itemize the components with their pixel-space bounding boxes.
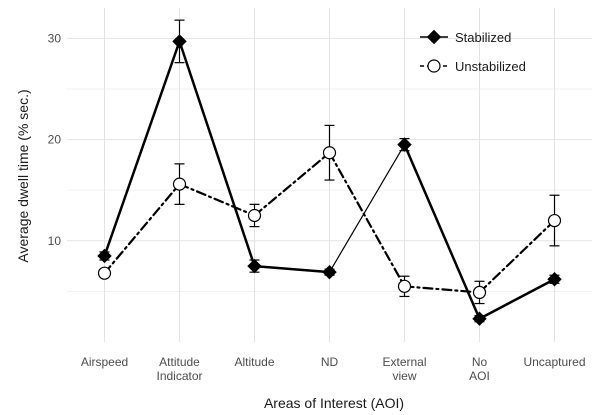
x-tick-label: Altitude: [234, 355, 274, 369]
legend-item-stabilized: Stabilized: [420, 29, 511, 45]
x-tick-label: No: [472, 355, 488, 369]
series-unstabilized: [97, 124, 562, 305]
series-line-segment: [403, 143, 481, 320]
data-point-unstabilized: [97, 266, 112, 280]
legend-marker: [426, 29, 442, 45]
series-line-segment: [253, 151, 331, 217]
data-point-stabilized: [472, 311, 487, 326]
series-line-segment: [253, 264, 331, 274]
series-line-segment: [478, 277, 556, 320]
data-point-unstabilized: [322, 146, 337, 160]
x-tick-label: Airspeed: [81, 355, 128, 369]
series-line-segment: [103, 40, 181, 258]
data-point-stabilized: [547, 272, 562, 287]
series-line-segment: [328, 151, 406, 288]
data-point-stabilized: [397, 137, 412, 152]
legend-item-unstabilized: Unstabilized: [420, 59, 526, 74]
y-tick-label: 10: [48, 234, 62, 248]
legend-label: Unstabilized: [455, 59, 526, 74]
x-tick-label: External: [382, 355, 426, 369]
series-line-segment: [328, 144, 406, 273]
y-tick-label: 20: [48, 133, 62, 147]
series-line-segment: [103, 183, 181, 275]
series-stabilized: [97, 19, 562, 326]
y-tick-label: 30: [48, 31, 62, 45]
data-point-unstabilized: [397, 279, 412, 293]
series-line-segment: [178, 183, 256, 217]
x-tick-label: AOI: [469, 369, 490, 383]
series-line-segment: [403, 285, 481, 294]
data-point-unstabilized: [547, 213, 562, 228]
data-point-stabilized: [247, 258, 262, 274]
data-point-unstabilized: [172, 177, 187, 191]
x-tick-label: Uncaptured: [523, 355, 585, 369]
data-point-unstabilized: [472, 285, 487, 300]
series-line-segment: [478, 219, 556, 294]
legend-label: Stabilized: [455, 30, 511, 45]
data-point-stabilized: [97, 248, 112, 264]
series-line-segment: [178, 40, 256, 268]
y-axis-title: Average dwell time (% sec.): [15, 89, 31, 262]
x-tick-label: view: [392, 369, 416, 383]
legend: Stabilized Unstabilized: [420, 29, 526, 74]
legend-marker: [427, 59, 441, 73]
data-point-unstabilized: [247, 208, 262, 223]
x-tick-label: Attitude: [159, 355, 200, 369]
x-axis-title: Areas of Interest (AOI): [264, 395, 404, 411]
series: [97, 19, 562, 326]
data-point-stabilized: [172, 34, 187, 49]
data-point-stabilized: [322, 264, 337, 280]
x-tick-label: ND: [321, 355, 339, 369]
x-tick-label: Indicator: [156, 369, 202, 383]
